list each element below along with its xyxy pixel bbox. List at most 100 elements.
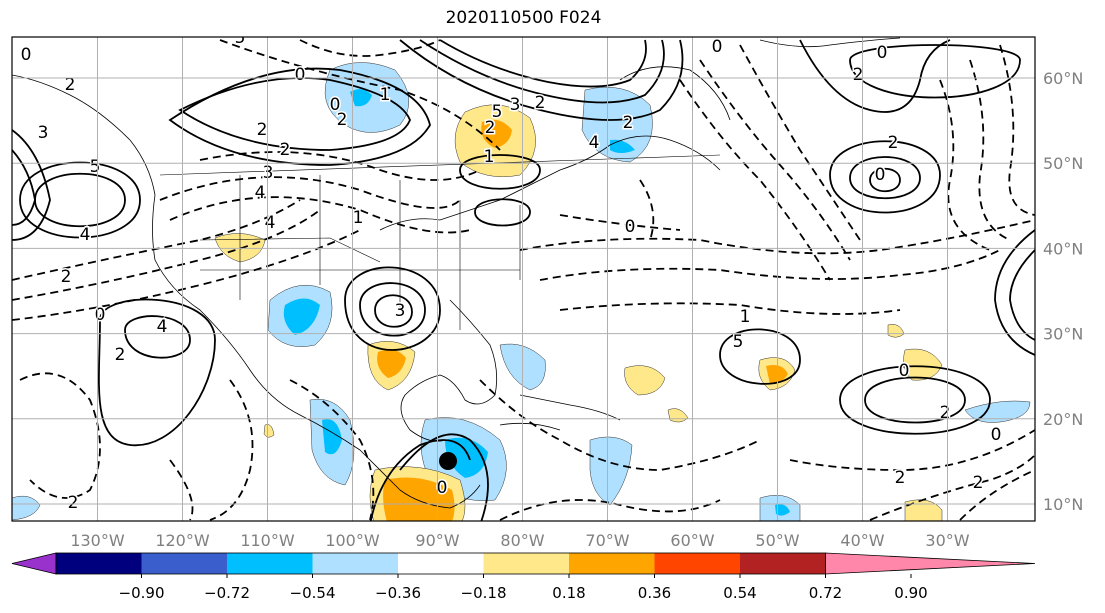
colorbar-tick-label: 0.36: [638, 584, 671, 602]
shade-blob: [481, 119, 512, 148]
latitude-label: 10°N: [1043, 495, 1083, 514]
map-frame: [11, 36, 1036, 522]
contour-label: 4: [80, 225, 91, 245]
contour-label: 2: [115, 345, 126, 365]
shade-blob: [12, 495, 41, 521]
contour-label: 0: [295, 65, 306, 85]
longitude-label: 100°W: [325, 531, 380, 550]
latitude-labels: 60°N 50°N 40°N 30°N 20°N 10°N: [1043, 69, 1083, 514]
colorbar-tick-label: 0.54: [723, 584, 756, 602]
contour-label: 2: [888, 133, 899, 153]
colorbar-tick-label: 0.72: [809, 584, 842, 602]
shade-blob: [377, 349, 406, 378]
contour-label: 2: [623, 113, 634, 133]
colorbar-segment: [740, 553, 826, 574]
contour-label: 0: [625, 217, 636, 237]
shade-blob: [667, 408, 689, 423]
colorbar-segment: [141, 553, 227, 574]
borders: [159, 154, 721, 330]
longitude-label: 60°W: [670, 531, 714, 550]
contour-label: 2: [485, 118, 496, 138]
shade-blob: [383, 477, 455, 521]
contour-label: 2: [337, 110, 348, 130]
shade-blob: [610, 139, 635, 153]
latitude-label: 50°N: [1043, 154, 1083, 173]
contour-label: 0: [712, 37, 723, 57]
contour-label: 1: [740, 307, 751, 327]
contour-label: 2: [973, 473, 984, 493]
shade-blob: [581, 86, 653, 163]
contour-label: 5: [733, 332, 744, 352]
shade-blob: [775, 504, 790, 516]
shade-blob: [887, 324, 905, 338]
shade-blob: [322, 419, 342, 455]
longitude-label: 70°W: [585, 531, 629, 550]
longitude-label: 90°W: [415, 531, 459, 550]
colorbar-segment: [56, 553, 142, 574]
contour-labels: 0235420123450214204235210322400220150202…: [19, 28, 1003, 515]
contour-label: 0: [877, 43, 888, 63]
colorbar: −0.90 −0.72 −0.54 −0.36 −0.18 0.18 0.36 0.54 0.7…: [11, 552, 1036, 602]
contour-label: 0: [330, 95, 341, 115]
colorbar-under-arrow: [11, 552, 57, 575]
contour-label: 2: [280, 140, 291, 160]
contour-label: 1: [353, 208, 364, 228]
longitude-label: 40°W: [840, 531, 884, 550]
longitude-label: 80°W: [500, 531, 544, 550]
colorbar-segment: [483, 553, 569, 574]
colorbar-segment: [654, 553, 740, 574]
shade-blob: [624, 365, 666, 396]
contour-label: 4: [265, 213, 276, 233]
colorbar-over-arrow: [825, 552, 1036, 575]
colorbar-segment: [227, 553, 313, 574]
colorbar-segment: [312, 553, 398, 574]
contour-label: 5: [492, 102, 503, 122]
shade-blob: [263, 424, 275, 438]
contour-label: 2: [895, 468, 906, 488]
contour-label: 3: [395, 301, 406, 321]
colorbar-tick-label: 0.90: [894, 584, 927, 602]
longitude-label: 110°W: [240, 531, 295, 550]
contour-label: 0: [991, 425, 1002, 445]
contour-label: 4: [255, 183, 266, 203]
contour-label: 0: [875, 165, 886, 185]
map-title: 2020110500 F024: [445, 8, 602, 28]
contour-label: 0: [21, 45, 32, 65]
contour-label: 1: [484, 147, 495, 167]
contour-label: 5: [90, 157, 101, 177]
latitude-label: 20°N: [1043, 410, 1083, 429]
contour-label: 2: [853, 65, 864, 85]
contour-label: 3: [38, 123, 49, 143]
shade-blob: [283, 298, 320, 335]
longitude-labels: 130°W 120°W 110°W 100°W 90°W 80°W 70°W 60°W 50°W…: [70, 531, 969, 550]
contour-label: 2: [940, 403, 951, 423]
colorbar-tick-label: −0.54: [290, 584, 336, 602]
gridlines: [12, 37, 1035, 521]
shade-blob: [904, 499, 943, 521]
contour-label: 4: [157, 317, 168, 337]
colorbar-segment: [569, 553, 655, 574]
colorbar-tick-label: −0.36: [375, 584, 421, 602]
longitude-label: 130°W: [70, 531, 125, 550]
contour-label: 2: [61, 267, 72, 287]
contour-label: 2: [535, 93, 546, 113]
longitude-label: 120°W: [155, 531, 210, 550]
contour-label: 0: [899, 361, 910, 381]
shade-blob: [350, 89, 372, 107]
longitude-label: 50°W: [755, 531, 799, 550]
colorbar-tick-label: −0.90: [119, 584, 165, 602]
longitude-label: 30°W: [925, 531, 969, 550]
contour-label: 2: [68, 493, 79, 513]
shade-blob: [589, 436, 633, 506]
contour-label: 4: [589, 133, 600, 153]
colorbar-tick-label: −0.72: [204, 584, 250, 602]
contour-label: 1: [380, 85, 391, 105]
contour-label: 3: [510, 95, 521, 115]
latitude-label: 30°N: [1043, 325, 1083, 344]
contour-label: 2: [65, 75, 76, 95]
colorbar-tick-label: 0.18: [552, 584, 585, 602]
contour-label: 5: [235, 28, 246, 48]
solid-contours: [12, 39, 1035, 521]
colorbar-segment: [398, 553, 484, 574]
